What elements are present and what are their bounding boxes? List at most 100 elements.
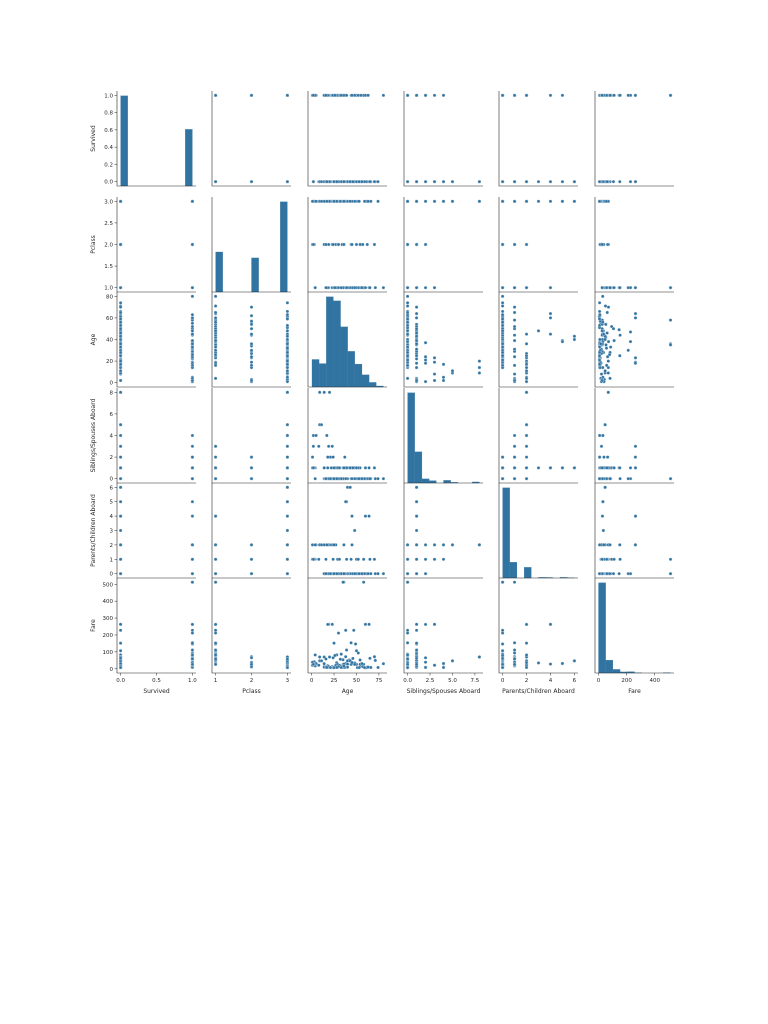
panel-Survived-vs-Age xyxy=(307,91,387,187)
scatter-point xyxy=(512,466,517,470)
scatter-point xyxy=(118,665,123,670)
scatter-point xyxy=(249,662,254,667)
panel-Survived-vs-Parch xyxy=(498,91,578,187)
scatter-point xyxy=(617,328,621,332)
scatter-point xyxy=(423,622,428,627)
y-tick-label: 3 xyxy=(110,529,114,535)
scatter-point xyxy=(381,93,386,98)
scatter-point xyxy=(366,665,370,669)
scatter-point xyxy=(285,379,290,384)
scatter-point xyxy=(338,199,343,204)
scatter-point xyxy=(118,378,123,383)
scatter-point xyxy=(414,357,419,361)
x-tick-label: 400 xyxy=(649,678,660,684)
scatter-point xyxy=(353,642,358,646)
y-tick-label: 0 xyxy=(110,667,114,673)
panel-Parch-vs-Fare xyxy=(594,483,674,579)
scatter-point xyxy=(314,433,318,438)
scatter-point xyxy=(597,476,602,481)
scatter-point xyxy=(190,433,195,438)
panel-Survived-vs-Fare xyxy=(594,91,674,187)
scatter-point xyxy=(344,285,349,290)
scatter-point xyxy=(512,662,517,667)
scatter-point xyxy=(190,312,195,317)
scatter-point xyxy=(524,422,529,427)
scatter-point xyxy=(500,656,505,661)
scatter-point xyxy=(317,557,321,562)
scatter-point xyxy=(324,557,328,562)
y-tick-label: 8 xyxy=(110,390,114,396)
scatter-point xyxy=(336,631,341,635)
y-tick-label: 0 xyxy=(110,381,114,387)
scatter-point xyxy=(405,653,410,657)
x-tick-label: 0.0 xyxy=(403,678,412,684)
scatter-point xyxy=(118,543,123,547)
scatter-point xyxy=(118,362,123,367)
scatter-point xyxy=(608,93,612,98)
scatter-point xyxy=(350,514,354,518)
scatter-point xyxy=(432,543,437,547)
scatter-point xyxy=(633,316,638,320)
scatter-point xyxy=(331,656,335,660)
scatter-point xyxy=(414,571,419,576)
scatter-point xyxy=(118,242,123,247)
scatter-point xyxy=(600,329,604,333)
scatter-point xyxy=(548,332,553,336)
y-tick-label: 1 xyxy=(110,557,114,563)
scatter-point xyxy=(334,665,339,670)
scatter-point xyxy=(597,353,602,358)
scatter-point xyxy=(524,369,529,373)
panel-SibSp-vs-Parch xyxy=(498,388,578,484)
y-tick-label: 0.6 xyxy=(104,128,113,134)
scatter-point xyxy=(414,628,419,633)
scatter-point xyxy=(348,485,352,490)
scatter-point xyxy=(628,466,633,470)
scatter-point xyxy=(285,369,290,373)
scatter-point xyxy=(548,199,553,204)
scatter-point xyxy=(249,557,254,562)
hist-bar xyxy=(443,480,451,484)
scatter-point xyxy=(414,528,419,533)
x-tick-label: 1 xyxy=(214,678,218,684)
scatter-point xyxy=(405,320,410,324)
scatter-point xyxy=(405,657,410,661)
hist-bar xyxy=(605,660,614,674)
panel-SibSp-vs-Survived: 0 2 4 6 8 Siblings/Spouses Aboard xyxy=(90,388,196,484)
axis-spine xyxy=(594,292,674,388)
scatter-point xyxy=(405,332,410,336)
axis-spine xyxy=(498,578,578,674)
scatter-point xyxy=(213,514,218,518)
scatter-point xyxy=(118,334,123,339)
scatter-point xyxy=(324,657,328,661)
hist-bar xyxy=(407,392,415,484)
scatter-point xyxy=(190,378,195,383)
scatter-point xyxy=(560,661,565,666)
scatter-point xyxy=(118,199,123,204)
scatter-point xyxy=(500,309,505,314)
scatter-point xyxy=(512,93,517,98)
scatter-point xyxy=(604,93,609,98)
axis-spine xyxy=(403,292,483,388)
axis-spine xyxy=(211,91,291,187)
scatter-point xyxy=(597,323,602,328)
scatter-point xyxy=(118,323,123,328)
scatter-point xyxy=(352,662,357,667)
scatter-point xyxy=(249,305,254,309)
scatter-point xyxy=(213,329,218,333)
scatter-point xyxy=(668,343,673,347)
scatter-point xyxy=(633,356,638,360)
scatter-point xyxy=(500,320,505,324)
scatter-point xyxy=(344,93,349,98)
scatter-point xyxy=(599,444,604,449)
scatter-point xyxy=(414,311,419,316)
scatter-point xyxy=(414,499,419,504)
axis-spine xyxy=(498,292,578,388)
x-tick-label: 0 xyxy=(501,678,505,684)
y-tick-label: 5 xyxy=(110,500,114,506)
scatter-point xyxy=(524,390,529,395)
axis-spine xyxy=(498,91,578,187)
scatter-point xyxy=(524,641,529,645)
y-tick-label: 2 xyxy=(110,455,114,461)
scatter-point xyxy=(560,179,565,184)
y-tick-label: 80 xyxy=(106,294,113,300)
